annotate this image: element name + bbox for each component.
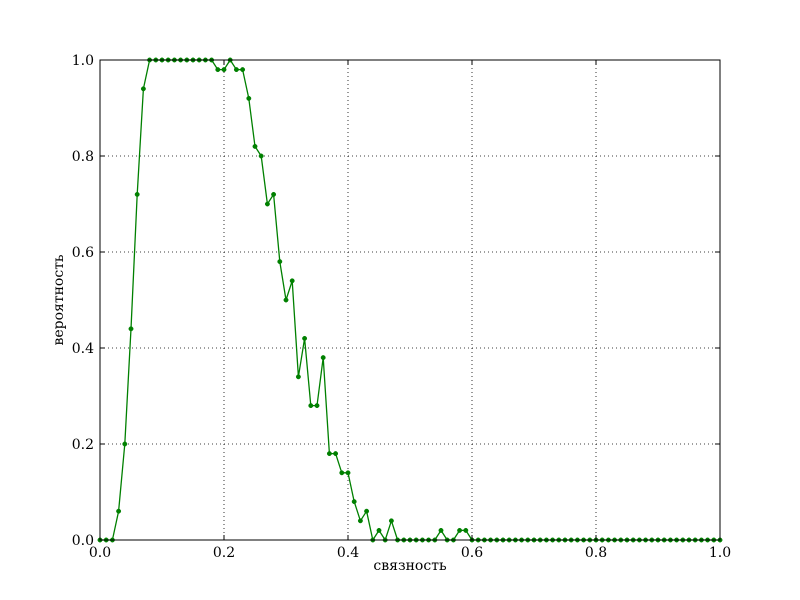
x-tick-label: 0.2 [213,545,235,561]
data-point [140,86,146,92]
y-tick-label: 0.2 [72,437,94,453]
data-point [345,470,351,476]
y-tick-label: 0.8 [72,149,94,165]
x-tick-label: 0.0 [89,545,111,561]
y-axis-label: вероятность [51,254,67,345]
data-point [283,297,289,303]
x-tick-label: 0.6 [461,545,483,561]
data-point [134,191,140,197]
data-point [233,67,239,73]
data-point [320,355,326,361]
data-point [271,191,277,197]
data-point [314,403,320,409]
data-point [357,518,363,524]
data-point [252,143,258,149]
data-point [215,67,221,73]
data-point [308,403,314,409]
data-point [457,527,463,533]
x-tick-label: 1.0 [709,545,731,561]
tick-layer: 0.0 0.2 0.4 0.6 0.8 1.0 0.0 0.2 0.4 0.6 0.8 1.0 [72,53,731,561]
data-point [258,153,264,159]
data-point [339,470,345,476]
data-point [438,527,444,533]
data-point [122,441,128,447]
y-tick-label: 0.0 [72,533,94,549]
y-tick-label: 0.6 [72,245,94,261]
data-point [295,374,301,380]
x-axis-label: связность [373,558,447,574]
data-point [388,518,394,524]
x-tick-label: 0.8 [585,545,607,561]
data-point [364,508,370,514]
y-tick-label: 0.4 [72,341,94,357]
data-point [116,508,122,514]
grid [100,60,720,540]
data-point [351,499,357,505]
data-point [240,67,246,73]
data-point [128,326,134,332]
data-point [264,201,270,207]
data-point [463,527,469,533]
data-point [221,67,227,73]
series-layer [97,57,723,543]
x-tick-label: 0.4 [337,545,359,561]
data-point [326,451,332,457]
plot-frame [99,59,721,541]
data-point [277,259,283,265]
data-point [289,278,295,284]
data-point [246,95,252,101]
data-point [333,451,339,457]
series-line [100,59,720,541]
y-tick-label: 1.0 [72,53,94,69]
data-point [376,527,382,533]
data-point [302,335,308,341]
